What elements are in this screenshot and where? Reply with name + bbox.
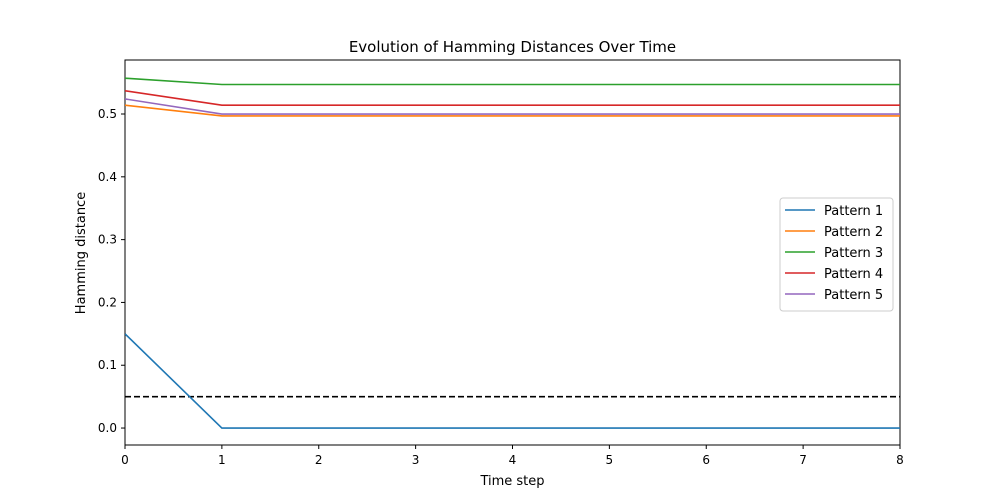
y-tick-label: 0.3 xyxy=(98,233,117,247)
x-tick-label: 3 xyxy=(412,453,420,467)
x-tick-label: 7 xyxy=(799,453,807,467)
x-tick-label: 4 xyxy=(509,453,517,467)
series-line-pattern-2 xyxy=(125,104,900,117)
x-tick-label: 5 xyxy=(606,453,614,467)
y-axis-label: Hamming distance xyxy=(74,192,89,314)
y-tick-label: 0.0 xyxy=(98,421,117,435)
chart-title: Evolution of Hamming Distances Over Time xyxy=(349,38,676,56)
legend-label-pattern-1: Pattern 1 xyxy=(824,204,883,219)
x-tick-label: 0 xyxy=(121,453,129,467)
legend-label-pattern-2: Pattern 2 xyxy=(824,225,883,240)
series-line-pattern-3 xyxy=(125,77,900,86)
legend-label-pattern-4: Pattern 4 xyxy=(824,267,883,282)
legend: Pattern 1 Pattern 2 Pattern 3 Pattern 4 Patt… xyxy=(779,197,894,312)
legend-label-pattern-3: Pattern 3 xyxy=(824,246,883,261)
series-line-pattern-5 xyxy=(125,98,900,115)
legend-label-pattern-5: Pattern 5 xyxy=(824,288,883,303)
x-tick-label: 2 xyxy=(315,453,323,467)
y-tick-label: 0.5 xyxy=(98,107,117,121)
x-tick-label: 8 xyxy=(896,453,904,467)
x-tick-label: 6 xyxy=(702,453,710,467)
plot-area: 0 1 2 3 4 5 6 7 8 0.0 0.1 0.2 0.3 0.4 0.5 xyxy=(98,59,904,467)
legend-box xyxy=(779,197,894,312)
x-axis-label: Time step xyxy=(479,474,544,489)
x-tick-label: 1 xyxy=(218,453,226,467)
y-tick-label: 0.2 xyxy=(98,295,117,309)
series-line-pattern-4 xyxy=(125,89,900,107)
y-tick-label: 0.4 xyxy=(98,170,117,184)
y-tick-label: 0.1 xyxy=(98,358,117,372)
series-line-pattern-1 xyxy=(125,333,900,429)
